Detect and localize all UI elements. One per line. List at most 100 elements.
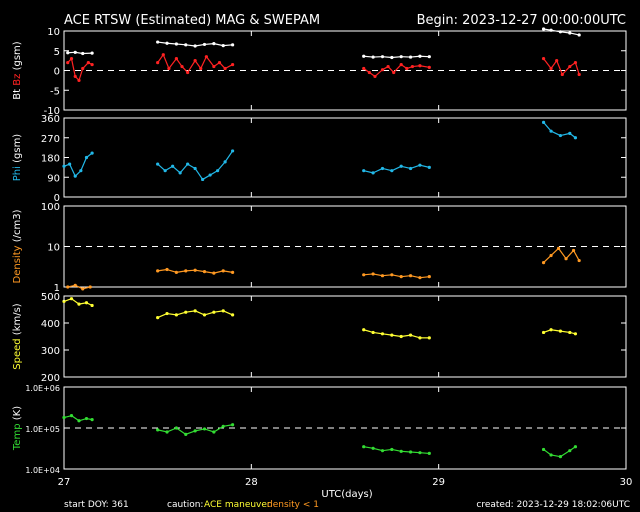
data-point [90, 151, 94, 155]
series-segment [550, 247, 559, 256]
series-segment [558, 248, 567, 260]
series-segment [157, 163, 166, 172]
series-segment [217, 161, 226, 172]
series-segment [224, 150, 234, 163]
y-tick-label: 0 [54, 193, 60, 204]
series-segment [410, 164, 421, 170]
series-segment [175, 58, 183, 67]
y-label-main: Speed [12, 335, 23, 370]
series-temp [62, 414, 578, 459]
y-tick-label: 90 [47, 173, 60, 184]
series-segment [393, 64, 402, 73]
series-segment [363, 170, 374, 174]
data-point [90, 418, 94, 422]
data-point [573, 445, 578, 449]
series-segment [166, 268, 177, 273]
series-segment [187, 60, 196, 73]
y-tick-label: 10 [47, 27, 60, 38]
x-tick-label: 28 [245, 477, 258, 488]
y-label-unit: (gsm) [12, 134, 23, 163]
panel-2: 100 10 1 Density (/cm3) [12, 202, 627, 294]
data-point [427, 165, 431, 169]
y-axis-label: Density (/cm3) [12, 209, 23, 283]
data-point [427, 451, 431, 456]
caution-maneuver: ACE maneuver [204, 500, 271, 510]
series-segment [166, 427, 177, 433]
series-segment [419, 164, 430, 168]
y-tick-label: 5 [54, 47, 60, 58]
series-segment [574, 62, 580, 75]
y-axis-label: Phi (gsm) [12, 134, 23, 182]
y-tick-label: 270 [41, 134, 60, 145]
series-segment [172, 165, 181, 174]
data-point [90, 62, 94, 67]
series-segment [157, 312, 168, 319]
panel-frame [63, 295, 627, 378]
data-point [193, 44, 197, 48]
series-segment [550, 130, 561, 137]
y-axis-label: Bt Bz (gsm) [12, 41, 23, 99]
series-segment [560, 450, 571, 458]
y-tick-label: 200 [41, 373, 60, 384]
y-label-unit: (K) [12, 406, 23, 420]
y-tick-label: 0 [54, 67, 60, 78]
series-segment [176, 311, 186, 316]
y-tick-label: 1 [54, 283, 60, 294]
x-tick-label: 27 [58, 477, 71, 488]
data-point [390, 55, 394, 60]
x-axis: 27 28 29 30 [58, 31, 633, 488]
y-tick-label: 10 [47, 243, 60, 254]
y-tick-label: 1.0E+06 [25, 384, 60, 393]
data-point [156, 269, 160, 273]
data-point [231, 62, 235, 67]
y-label-unit: (gsm) [12, 41, 23, 70]
data-point [427, 65, 431, 69]
series-bt [66, 27, 581, 60]
y-tick-label: -10 [44, 106, 60, 117]
data-point [558, 30, 563, 34]
series-density [66, 246, 581, 291]
data-point [231, 149, 235, 153]
y-tick-label: -5 [50, 86, 60, 97]
series-segment [363, 329, 374, 334]
y-label-main: Temp [12, 420, 23, 451]
panel-frame [63, 117, 627, 198]
caution-label: caution: [167, 500, 203, 510]
series-bz [66, 53, 581, 82]
series-speed [62, 297, 578, 340]
series-segment [372, 167, 383, 174]
data-point [90, 51, 94, 55]
series-segment [222, 310, 233, 316]
series-segment [550, 60, 558, 69]
x-tick-label: 29 [432, 477, 445, 488]
series-segment [372, 447, 383, 452]
series-segment [213, 425, 224, 433]
data-point [90, 303, 94, 308]
series-segment [78, 68, 84, 81]
y-tick-label: 1.0E+04 [25, 466, 60, 475]
data-point [577, 258, 581, 263]
series-segment [561, 66, 571, 75]
series-segment [204, 428, 215, 433]
series-segment [213, 270, 224, 274]
y-tick-label: 300 [41, 346, 60, 357]
start-doy: start DOY: 361 [64, 500, 129, 510]
series-segment [157, 54, 164, 63]
created-timestamp: created: 2023-12-29 18:02:06UTC [476, 500, 630, 510]
x-tick-label: 30 [620, 477, 633, 488]
panel-3: 500 400 300 200 Speed (km/s) [12, 292, 627, 384]
series-segment [179, 163, 189, 174]
series-segment [80, 157, 88, 171]
data-point [577, 72, 581, 77]
caution-density: density < 1 [267, 500, 319, 510]
series-segment [162, 54, 170, 69]
x-axis-label: UTC(days) [321, 489, 372, 500]
y-tick-label: 180 [41, 154, 60, 165]
data-point [577, 33, 581, 37]
data-point [231, 423, 235, 427]
series-segment [194, 310, 205, 316]
data-point [427, 55, 431, 59]
data-point [165, 311, 169, 316]
y-label-unit: (/cm3) [12, 209, 23, 242]
